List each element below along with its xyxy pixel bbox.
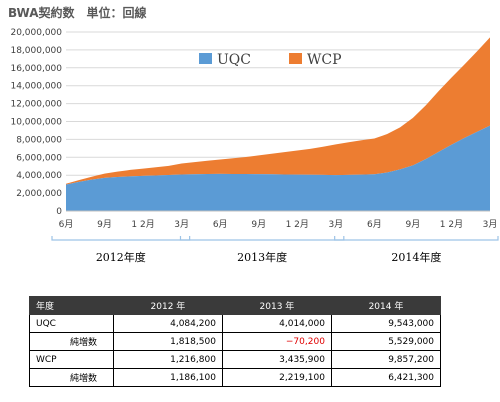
cell-value: 3,435,900 (221, 350, 332, 369)
y-tick-label: 0 (56, 207, 62, 217)
y-tick-label: 12,000,000 (10, 100, 62, 110)
y-tick-label: 16,000,000 (10, 64, 62, 74)
row-label: 純増数 (29, 368, 114, 387)
legend-swatch (289, 53, 302, 64)
area-series (66, 37, 490, 211)
table-row-wcp-net-increase: 純増数 1,186,100 2,219,100 6,421,300 (29, 368, 442, 387)
cell-value: 1,216,800 (112, 350, 223, 369)
x-tick-label: 6月 (213, 219, 228, 230)
fiscal-year-groups: 2012年度 2013年度 2014年度 (51, 236, 499, 264)
y-tick-label: 20,000,000 (10, 28, 62, 38)
fiscal-year-bracket (51, 236, 191, 241)
y-tick-label: 8,000,000 (16, 135, 62, 145)
x-axis: 6月 9月 1 2月 3月 6月 9月 1 2月 3月 6月 9月 1 2月 3月 (59, 210, 498, 230)
cell-value: 9,857,200 (330, 350, 442, 369)
area-chart: 0 2,000,000 4,000,000 6,000,000 8,000,000 10,… (10, 28, 499, 264)
row-label: 純増数 (29, 332, 114, 351)
x-tick-label: 6月 (367, 219, 382, 230)
x-tick-label: 6月 (59, 219, 74, 230)
chart-title: BWA契約数 単位：回線 (8, 6, 147, 20)
series-area-wcp (66, 37, 490, 185)
row-label: UQC (29, 314, 114, 333)
cell-value: 1,186,100 (112, 368, 223, 387)
cell-value: 1,818,500 (112, 332, 223, 351)
x-tick-label: 9月 (97, 219, 112, 230)
row-label: WCP (29, 350, 114, 369)
header-2014: 2014 年 (330, 296, 442, 315)
x-tick-label: 3月 (483, 219, 498, 230)
legend-swatch (199, 53, 212, 64)
y-tick-label: 2,000,000 (16, 189, 62, 199)
legend-label: UQC (217, 52, 251, 68)
x-tick-label: 3月 (328, 219, 343, 230)
cell-value: 5,529,000 (330, 332, 442, 351)
y-tick-label: 6,000,000 (16, 153, 62, 163)
table-row-uqc-net-increase: 純増数 1,818,500 −70,200 5,529,000 (29, 332, 442, 351)
fiscal-year-bracket (179, 236, 345, 241)
fiscal-year-bracket (334, 236, 499, 241)
cell-value: 6,421,300 (330, 368, 442, 387)
y-tick-label: 10,000,000 (10, 118, 62, 128)
y-tick-label: 4,000,000 (16, 171, 62, 181)
header-2012: 2012 年 (112, 296, 223, 315)
legend: UQC WCP (199, 52, 342, 68)
x-tick-label: 9月 (251, 219, 266, 230)
cell-value: 4,014,000 (221, 314, 332, 333)
fiscal-year-label: 2012年度 (96, 250, 146, 264)
cell-value: 2,219,100 (221, 368, 332, 387)
legend-label: WCP (307, 52, 342, 68)
fiscal-year-label: 2013年度 (237, 250, 287, 264)
header-2013: 2013 年 (221, 296, 332, 315)
table-row-wcp: WCP 1,216,800 3,435,900 9,857,200 (29, 350, 442, 369)
x-tick-label: 1 2月 (440, 219, 463, 230)
y-tick-label: 14,000,000 (10, 82, 62, 92)
cell-value: 4,084,200 (112, 314, 223, 333)
y-tick-label: 18,000,000 (10, 46, 62, 56)
x-tick-label: 1 2月 (131, 219, 154, 230)
cell-value: 9,543,000 (330, 314, 442, 333)
cell-value-negative: −70,200 (221, 332, 332, 351)
x-tick-label: 3月 (174, 219, 189, 230)
header-year: 年度 (29, 296, 114, 315)
fiscal-year-label: 2014年度 (391, 250, 441, 264)
x-tick-label: 9月 (406, 219, 421, 230)
contracts-table: 年度 2012 年 2013 年 2014 年 UQC 4,084,200 4,… (29, 296, 442, 387)
table-header-row: 年度 2012 年 2013 年 2014 年 (29, 296, 442, 315)
x-tick-label: 1 2月 (286, 219, 309, 230)
series-area-uqc (66, 125, 490, 211)
table-row-uqc: UQC 4,084,200 4,014,000 9,543,000 (29, 314, 442, 333)
y-axis: 0 2,000,000 4,000,000 6,000,000 8,000,000 10,… (10, 28, 62, 217)
